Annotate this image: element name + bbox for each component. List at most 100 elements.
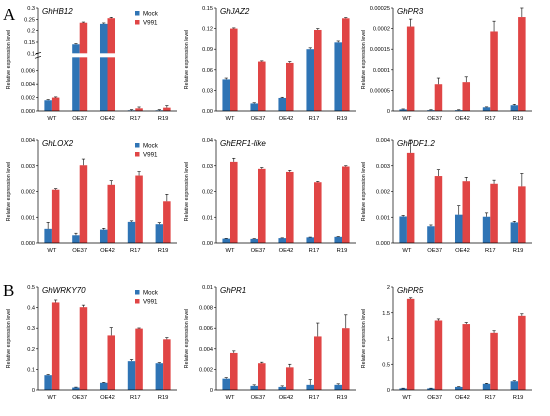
bar-mock-r17 <box>127 361 136 390</box>
y-tick-label: 0.1 <box>27 367 35 373</box>
x-tick-label: OE37 <box>427 248 442 254</box>
chart-title: GhPR5 <box>397 286 424 295</box>
y-tick-label: 0.004 <box>199 347 213 353</box>
chart-2: 0 0.00005 0.0001 0.00015 0.0002 0.00025 WT OE37… <box>361 6 532 122</box>
bar-v991-r19 <box>518 186 526 243</box>
x-tick-label: R17 <box>309 116 320 122</box>
legend-swatch-v991 <box>135 299 140 304</box>
bar-v991-r19 <box>163 201 171 243</box>
bar-v991-r19 <box>342 18 350 111</box>
bar-mock-oe42 <box>454 214 463 243</box>
y-tick-label: 0.00025 <box>370 6 390 12</box>
x-tick-label: R17 <box>485 395 496 401</box>
bar-mock-oe37 <box>427 388 435 390</box>
x-tick-label: R19 <box>513 248 524 254</box>
y-tick-label: 1.5 <box>382 311 390 317</box>
bar-v991-r17 <box>135 175 143 243</box>
y-axis-label: Relative expression level <box>184 162 190 222</box>
x-tick-label: R17 <box>130 395 141 401</box>
bar-mock-r19 <box>155 224 164 243</box>
bar-v991-wt <box>51 97 60 111</box>
bar-mock-wt <box>399 216 407 243</box>
y-tick-label: 0.006 <box>199 326 213 332</box>
y-tick-label: 0.000 <box>21 109 35 115</box>
bar-mock-oe42 <box>278 238 286 243</box>
x-tick-label: R17 <box>130 248 141 254</box>
bar-mock-oe37 <box>72 44 80 112</box>
bar-v991-oe37 <box>434 176 443 243</box>
x-tick-label: WT <box>402 116 411 122</box>
legend-label-v991: V991 <box>143 151 158 158</box>
bar-mock-r19 <box>510 222 519 243</box>
bar-v991-oe37 <box>258 61 266 111</box>
y-tick-label: 0.004 <box>21 82 35 88</box>
y-tick-label: 0.00 <box>202 109 213 115</box>
x-tick-label: OE37 <box>251 395 266 401</box>
chart-title: GhERF1-like <box>220 139 266 148</box>
chart-title: GhLOX2 <box>42 139 74 148</box>
bar-v991-r19 <box>518 17 526 112</box>
bar-v991-oe42 <box>462 324 471 390</box>
chart-title: GhWRKY70 <box>42 286 86 295</box>
y-tick-label: 0.03 <box>202 164 213 170</box>
bar-v991-oe42 <box>286 62 294 111</box>
x-tick-label: OE42 <box>455 116 470 122</box>
bar-v991-oe37 <box>258 363 266 390</box>
x-tick-label: OE42 <box>279 116 294 122</box>
axis-break-band <box>35 53 177 58</box>
chart-7: 0 0.002 0.004 0.006 0.008 0.01 WT OE37 OE42 R17 R1… <box>184 285 356 401</box>
legend-label-mock: Mock <box>143 10 159 17</box>
bar-mock-r19 <box>155 363 164 390</box>
x-tick-label: OE42 <box>455 248 470 254</box>
x-tick-label: OE42 <box>455 395 470 401</box>
bar-mock-oe37 <box>250 103 258 111</box>
chart-5: 0.000 0.001 0.002 0.003 0.004 WT OE37 OE42 R17 R1… <box>361 138 532 254</box>
y-tick-label: 0.006 <box>21 69 35 75</box>
bar-v991-r19 <box>163 339 171 390</box>
bar-mock-r17 <box>482 383 491 390</box>
y-tick-label: 1 <box>387 337 390 343</box>
x-tick-label: R17 <box>309 248 320 254</box>
bar-v991-wt <box>230 352 238 390</box>
bar-v991-r17 <box>490 183 498 243</box>
y-axis-label: Relative expression level <box>184 309 190 369</box>
x-tick-label: WT <box>47 395 56 401</box>
chart-3: 0.000 0.001 0.002 0.003 0.004 WT OE37 OE42 R17 R1… <box>6 138 177 254</box>
bar-mock-r19 <box>334 236 342 243</box>
bar-mock-oe42 <box>278 386 286 390</box>
bar-v991-oe37 <box>258 168 266 243</box>
y-tick-label: 0.01 <box>202 285 213 291</box>
bar-mock-r19 <box>510 105 519 111</box>
x-tick-label: OE37 <box>72 395 87 401</box>
bar-mock-r17 <box>482 216 491 243</box>
x-tick-label: R17 <box>309 395 320 401</box>
x-tick-label: OE42 <box>100 248 115 254</box>
y-tick-label: 0.004 <box>21 138 35 144</box>
bar-mock-wt <box>222 79 230 111</box>
bar-v991-wt <box>51 189 60 243</box>
y-tick-label: 0.002 <box>21 96 35 102</box>
y-tick-label: 0 <box>210 388 213 394</box>
legend-label-mock: Mock <box>143 289 159 296</box>
bar-v991-wt <box>406 26 415 111</box>
y-tick-label: 0.2 <box>27 347 35 353</box>
x-tick-label: OE37 <box>251 116 266 122</box>
y-tick-label: 0.003 <box>21 164 35 170</box>
legend-label-v991: V991 <box>143 19 158 26</box>
y-tick-label: 0.00015 <box>370 47 390 53</box>
x-tick-label: R19 <box>513 395 524 401</box>
bar-v991-r17 <box>314 182 322 243</box>
y-tick-label: 0.03 <box>202 88 213 94</box>
bar-mock-oe42 <box>454 386 463 390</box>
bar-mock-r17 <box>482 107 491 111</box>
legend-label-mock: Mock <box>143 142 159 149</box>
bar-mock-r19 <box>334 42 342 111</box>
y-tick-label: 0 <box>387 388 390 394</box>
y-tick-label: 0 <box>32 388 35 394</box>
bar-mock-wt <box>222 238 230 243</box>
y-tick-label: 0.008 <box>199 306 213 312</box>
bar-mock-wt <box>399 109 407 111</box>
x-tick-label: OE42 <box>100 395 115 401</box>
